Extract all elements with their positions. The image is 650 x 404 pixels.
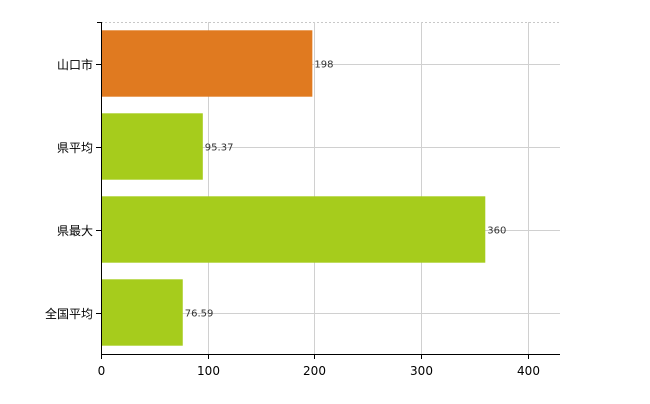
y-tick-label-1: 県平均	[57, 141, 93, 155]
y-tick-label-2: 県最大	[57, 224, 93, 238]
x-tick-label-2: 200	[303, 364, 326, 378]
bar-0	[101, 30, 313, 97]
bar-2	[101, 196, 486, 263]
bar-value-label-2: 360	[487, 226, 506, 237]
y-tick-label-0: 山口市	[57, 57, 93, 72]
x-tick-label-4: 400	[517, 364, 540, 378]
x-tick-label-3: 300	[410, 364, 433, 378]
bar-1	[101, 113, 203, 180]
label-layer: 198 95.37 360 76.59	[185, 60, 507, 320]
grid-layer	[101, 22, 560, 354]
bar-value-label-3: 76.59	[185, 309, 214, 320]
y-tick-label-3: 全国平均	[45, 306, 93, 321]
bar-layer	[101, 30, 486, 346]
bar-3	[101, 279, 183, 346]
bar-value-label-0: 198	[314, 60, 333, 71]
x-tick-label-0: 0	[98, 364, 106, 378]
bar-value-label-1: 95.37	[205, 143, 234, 154]
x-tick-label-1: 100	[197, 364, 220, 378]
